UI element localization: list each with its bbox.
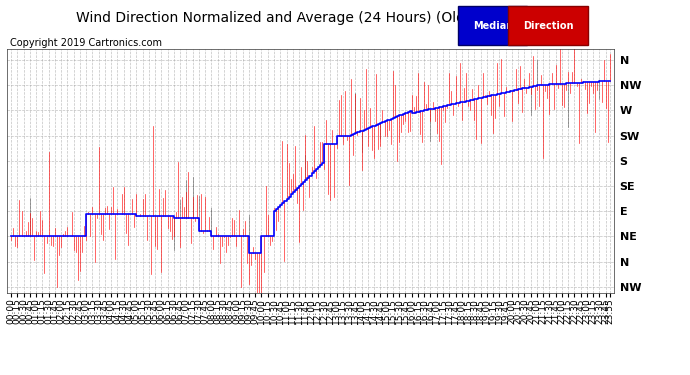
Text: Wind Direction Normalized and Average (24 Hours) (Old) 20190519: Wind Direction Normalized and Average (2… bbox=[76, 11, 545, 25]
Text: Direction: Direction bbox=[523, 21, 573, 31]
Text: Median: Median bbox=[473, 21, 513, 31]
Text: Copyright 2019 Cartronics.com: Copyright 2019 Cartronics.com bbox=[10, 38, 162, 48]
